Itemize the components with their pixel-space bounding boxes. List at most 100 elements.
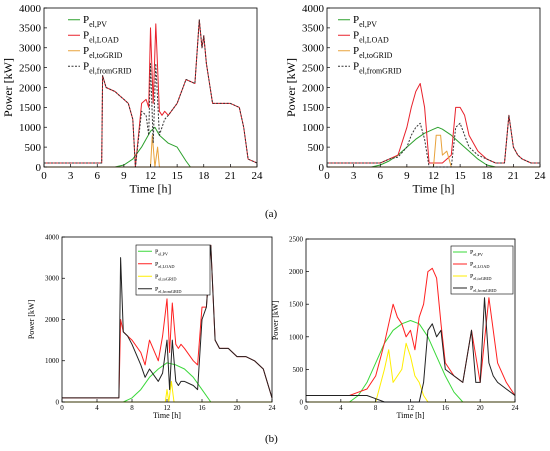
legend-label: Pel,LOAD: [470, 262, 490, 270]
y-tick-label: 4000: [19, 3, 42, 15]
legend-label: Pel,fromGRID: [470, 286, 496, 294]
y-tick-label: 3500: [19, 23, 42, 35]
x-tick-label: 3: [351, 170, 357, 182]
x-tick-label: 18: [198, 170, 210, 182]
x-tick-label: 0: [324, 170, 330, 182]
y-axis-label: Power [kW]: [27, 300, 36, 340]
x-tick-label: 15: [172, 170, 184, 182]
x-tick-label: 20: [234, 404, 242, 412]
x-axis-label: Time [h]: [153, 411, 181, 420]
x-tick-label: 24: [252, 170, 264, 182]
series-line-pelpv: [306, 320, 515, 403]
y-tick-label: 0: [56, 398, 60, 406]
legend-label: Pel,LOAD: [155, 262, 175, 270]
y-tick-label: 4000: [302, 3, 325, 15]
series-line-pelpv: [62, 362, 272, 403]
legend: Pel,PV Pel,LOAD Pel,toGRID Pel,fromGRID: [135, 244, 211, 296]
x-tick-label: 6: [378, 170, 384, 182]
legend-label: Pel,PV: [155, 249, 169, 257]
legend-label: Pel,toGRID: [155, 274, 176, 282]
y-axis-label: Power [kW]: [1, 58, 15, 117]
series-line-peltogrid: [327, 134, 540, 168]
y-tick-label: 2000: [302, 82, 325, 94]
x-tick-label: 0: [304, 404, 308, 412]
series-line-pelfromgrid: [44, 19, 258, 168]
y-tick-label: 2500: [19, 62, 42, 74]
x-axis-label: Time [h]: [413, 181, 455, 195]
x-axis-label: Time [h]: [130, 181, 172, 195]
y-tick-label: 0: [319, 162, 325, 174]
legend-box: [135, 244, 211, 296]
x-tick-label: 4: [95, 404, 99, 412]
x-tick-label: 21: [225, 170, 236, 182]
y-tick-label: 4000: [45, 233, 60, 241]
y-tick-label: 2500: [302, 62, 325, 74]
legend-label: Pel,toGRID: [83, 45, 123, 60]
x-tick-label: 12: [428, 170, 439, 182]
y-tick-label: 2000: [289, 268, 304, 276]
x-axis-label: Time [h]: [397, 411, 425, 420]
x-tick-label: 0: [60, 404, 64, 412]
series-line-peltogrid: [44, 134, 257, 168]
y-tick-label: 0: [300, 398, 304, 406]
legend-label: Pel,fromGRID: [155, 287, 181, 295]
chart-b-right: 0 4 8 12 16 20 24 0 500 1000 1500 2000 2500 Time [h] P…: [271, 235, 519, 420]
x-tick-label: 8: [130, 404, 134, 412]
legend-label: Pel,toGRID: [470, 274, 491, 282]
y-axis-label: Power [kW]: [284, 58, 298, 117]
y-tick-label: 1500: [289, 301, 304, 309]
series-line-peltogrid: [306, 342, 515, 403]
y-tick-label: 2500: [289, 235, 304, 243]
x-tick-label: 24: [535, 170, 547, 182]
y-tick-label: 1500: [302, 102, 325, 114]
y-tick-label: 2000: [45, 316, 60, 324]
series-line-pelfromgrid: [306, 297, 516, 403]
legend-label: Pel,LOAD: [83, 30, 119, 45]
legend-label: Pel,PV: [470, 250, 484, 258]
x-tick-label: 16: [442, 404, 450, 412]
y-axis-label: Power [kW]: [271, 301, 280, 341]
series-line-pelfromgrid: [62, 244, 273, 399]
series-line-peltogrid: [62, 380, 272, 403]
y-tick-label: 500: [293, 366, 304, 374]
y-tick-label: 500: [308, 142, 325, 154]
x-tick-label: 4: [339, 404, 343, 412]
legend-label: Pel,LOAD: [353, 30, 389, 45]
y-tick-label: 3000: [19, 43, 42, 55]
legend-box: [336, 12, 428, 74]
chart-b-left: 0 4 8 12 16 20 24 0 1000 2000 3000 4000 Time [h] Powe…: [27, 233, 276, 420]
x-tick-label: 6: [95, 170, 101, 182]
x-tick-label: 8: [374, 404, 378, 412]
y-tick-label: 1000: [289, 333, 304, 341]
x-tick-label: 12: [164, 404, 172, 412]
legend-label: Pel,PV: [83, 14, 107, 29]
legend: Pel,PV Pel,LOAD Pel,toGRID Pel,fromGRID: [450, 245, 514, 295]
x-tick-label: 21: [508, 170, 519, 182]
series-line-pelfromgrid: [327, 114, 540, 168]
y-tick-label: 3000: [45, 275, 60, 283]
panel-label-a: (a): [265, 208, 278, 220]
chart-a-left: 0 3 6 9 12 15 18 21 24 0 500 1000 1500 2000 2500 3000 35…: [1, 3, 263, 195]
legend-label: Pel,fromGRID: [353, 61, 402, 76]
panel-label-b: (b): [265, 433, 278, 445]
y-tick-label: 500: [25, 142, 42, 154]
y-tick-label: 2000: [19, 82, 42, 94]
legend-box: [66, 12, 138, 74]
legend-label: Pel,toGRID: [353, 45, 393, 60]
x-tick-label: 12: [407, 404, 415, 412]
series-line-pelpv: [327, 126, 540, 168]
x-tick-label: 16: [199, 404, 207, 412]
y-tick-label: 1000: [19, 122, 42, 134]
x-tick-label: 3: [68, 170, 74, 182]
x-tick-label: 9: [404, 170, 410, 182]
legend-box: [450, 245, 514, 295]
y-tick-label: 1500: [19, 102, 42, 114]
chart-a-right: 0 3 6 9 12 15 18 21 24 0 500 1000 1500 2000 2500 3000 35…: [284, 3, 546, 195]
x-tick-label: 18: [481, 170, 493, 182]
x-tick-label: 12: [145, 170, 156, 182]
x-tick-label: 9: [121, 170, 127, 182]
y-tick-label: 0: [36, 162, 42, 174]
series-line-pelload: [306, 267, 516, 396]
